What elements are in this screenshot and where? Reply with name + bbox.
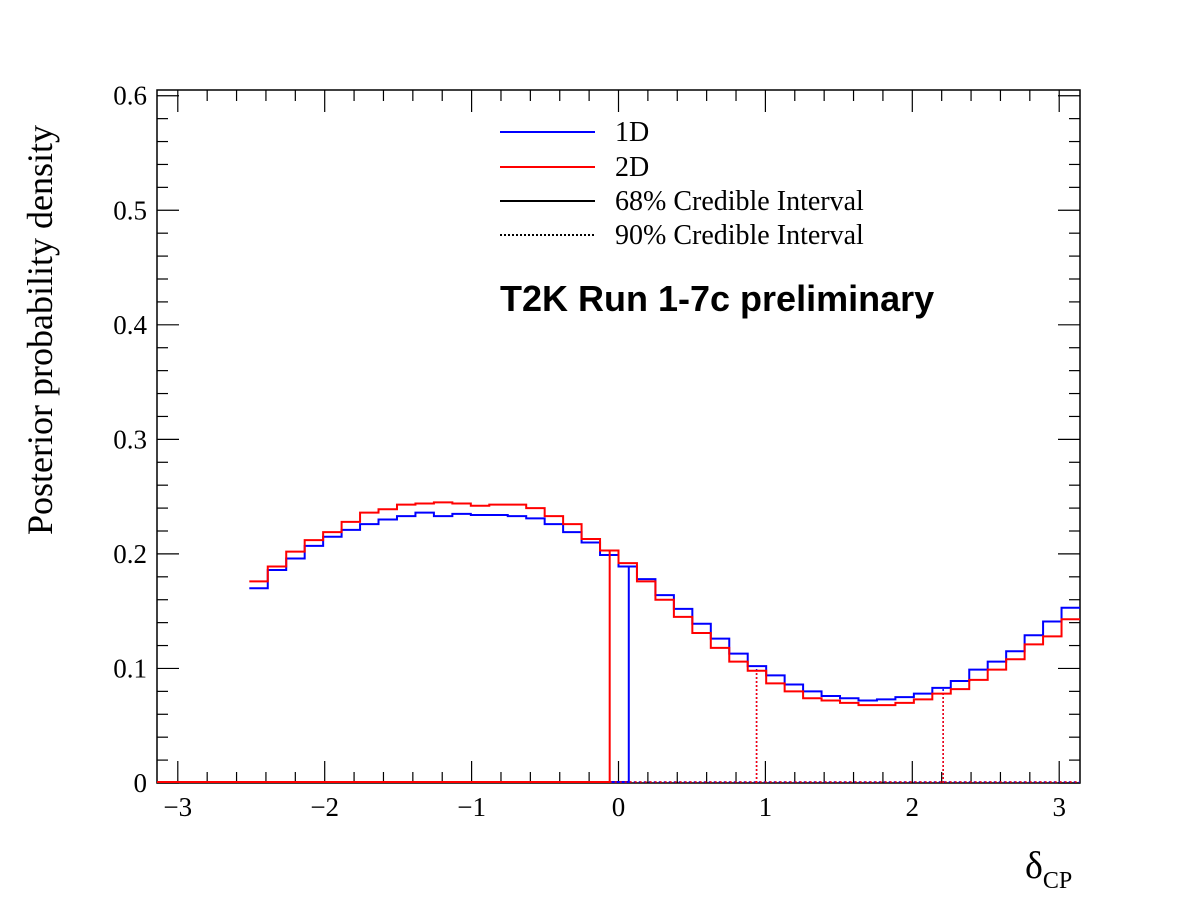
series-1d-outside xyxy=(249,511,629,590)
series-layer xyxy=(157,501,1080,783)
axis-ticks xyxy=(157,90,1080,784)
preliminary-annotation: T2K Run 1-7c preliminary xyxy=(500,278,934,319)
y-tick-label: 0.1 xyxy=(113,653,147,683)
legend: 1D 2D 68% Credible Interval 90% Credible… xyxy=(500,117,864,251)
y-tick-labels: 0 0.1 0.2 0.3 0.4 0.5 0.6 xyxy=(113,81,147,798)
x-axis-symbol: δ xyxy=(1025,845,1043,887)
series-1d-step xyxy=(627,565,1080,783)
x-axis-subscript: CP xyxy=(1043,868,1072,894)
x-tick-label: 0 xyxy=(612,792,626,822)
x-tick-label: −2 xyxy=(310,792,339,822)
y-tick-label: 0.6 xyxy=(113,81,147,111)
legend-label-ci68: 68% Credible Interval xyxy=(615,186,864,217)
legend-label-1d: 1D xyxy=(615,117,649,148)
x-tick-labels: −3 −2 −1 0 1 2 3 xyxy=(163,792,1066,822)
x-tick-label: −3 xyxy=(163,792,192,822)
y-axis-title: Posterior probability density xyxy=(20,125,60,535)
x-tick-label: 2 xyxy=(906,792,920,822)
legend-label-2d: 2D xyxy=(615,152,649,183)
y-tick-label: 0 xyxy=(134,768,148,798)
x-axis-title: δCP xyxy=(1025,845,1072,894)
series-2d-step xyxy=(608,549,1080,783)
y-tick-label: 0.3 xyxy=(113,424,147,454)
y-tick-label: 0.4 xyxy=(113,310,147,340)
series-2d-outside xyxy=(249,501,610,583)
x-tick-label: 3 xyxy=(1052,792,1066,822)
y-tick-label: 0.2 xyxy=(113,539,147,569)
legend-label-ci90: 90% Credible Interval xyxy=(615,220,864,251)
x-tick-label: 1 xyxy=(759,792,773,822)
y-tick-label: 0.5 xyxy=(113,195,147,225)
x-tick-label: −1 xyxy=(457,792,486,822)
